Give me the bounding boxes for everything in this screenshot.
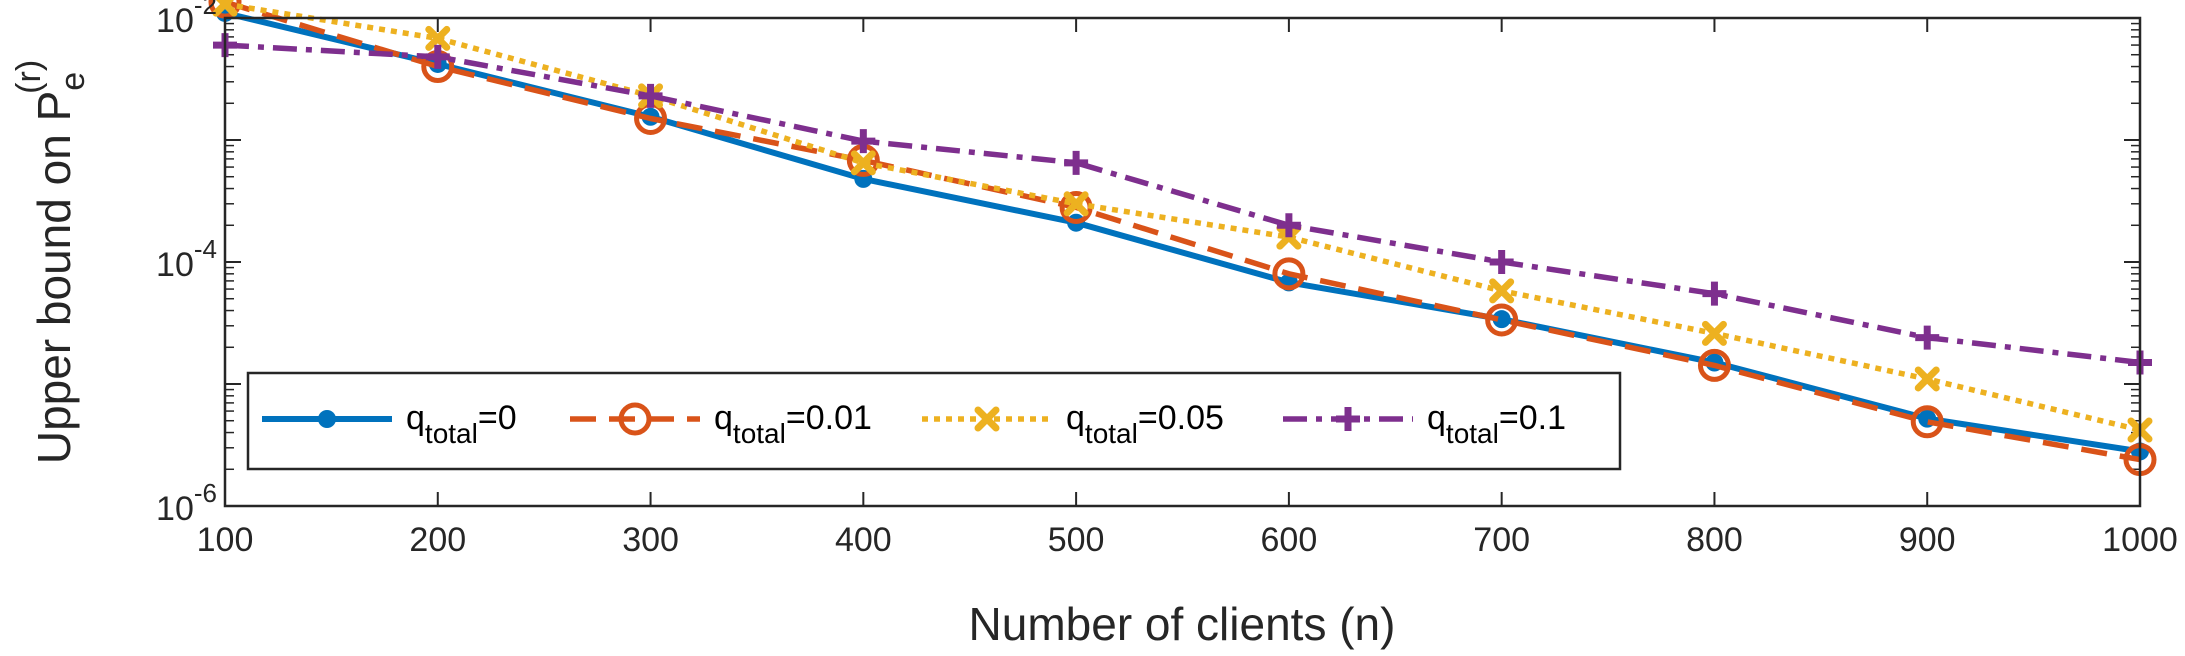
- data-point: [638, 83, 663, 108]
- legend-label: qtotal=0.05: [1066, 399, 1224, 449]
- data-point: [1697, 348, 1731, 382]
- series-line: [224, 1, 2141, 433]
- legend-item-q01: qtotal=0.1: [1283, 399, 1566, 449]
- data-point: [1492, 310, 1511, 329]
- data-point: [1064, 150, 1089, 175]
- data-point: [1910, 405, 1944, 439]
- data-point: [318, 410, 336, 428]
- data-point: [1276, 213, 1301, 238]
- svg-text:Upper bound on Pe(r): Upper bound on Pe (r): [10, 60, 92, 464]
- legend-item-q001: qtotal=0.01: [570, 399, 872, 449]
- data-point: [1489, 250, 1514, 274]
- legend: qtotal=0 qtotal=0.01 qtotal=0.05 qtotal=0.1: [246, 371, 1622, 471]
- legend-item-q0: qtotal=0: [262, 399, 517, 449]
- data-point: [1063, 191, 1089, 217]
- series-line: [224, 42, 2141, 366]
- x-tick-label: 900: [1899, 521, 1956, 559]
- series-lines: [208, 0, 2157, 477]
- series-q001: [208, 0, 2157, 477]
- x-axis-title: Number of clients (n): [969, 598, 1396, 650]
- x-tick-label: 600: [1261, 521, 1318, 559]
- legend-label: qtotal=0.1: [1427, 399, 1566, 449]
- data-point: [618, 402, 652, 436]
- data-point: [850, 150, 876, 176]
- data-point: [425, 44, 450, 69]
- y-axis-title-sub: e: [54, 72, 92, 91]
- x-tick-label: 1000: [2102, 521, 2178, 559]
- data-point: [1701, 320, 1727, 346]
- x-tick-label: 400: [835, 521, 892, 559]
- data-point: [212, 0, 238, 17]
- y-axis-title-sup: (r): [10, 60, 48, 94]
- data-point: [1702, 281, 1727, 306]
- x-tick-label: 200: [409, 521, 466, 559]
- data-point: [1272, 257, 1306, 291]
- y-tick-label: 10-2: [156, 0, 217, 40]
- data-point: [1489, 278, 1515, 304]
- data-point: [1485, 303, 1519, 337]
- data-point: [974, 406, 1000, 432]
- series-line: [224, 0, 2141, 463]
- legend-item-q005: qtotal=0.05: [922, 399, 1224, 449]
- x-tick-label: 800: [1686, 521, 1743, 559]
- data-point: [1914, 366, 1940, 392]
- data-point: [1336, 407, 1360, 431]
- data-point: [208, 0, 242, 19]
- x-tick-label: 300: [622, 521, 679, 559]
- data-point: [425, 25, 451, 51]
- y-tick-label: 10-6: [156, 478, 217, 528]
- y-tick-label: 10-4: [156, 234, 217, 284]
- legend-label: qtotal=0.01: [714, 399, 872, 449]
- legend-label: qtotal=0: [406, 399, 517, 449]
- y-axis-title: Upper bound on Pe (r): [10, 60, 92, 464]
- data-point: [1915, 325, 1940, 350]
- axis-labels: 100 200 300 400 500 600 700 800 900 1000 10-6 10-4 1…: [156, 0, 2178, 559]
- plot-frame: [223, 16, 2142, 508]
- series-q005: [212, 0, 2153, 443]
- y-axis-title-main: Upper bound on P: [28, 91, 80, 464]
- x-tick-label: 100: [197, 521, 254, 559]
- x-tick-label: 500: [1048, 521, 1105, 559]
- data-point: [851, 129, 876, 154]
- x-tick-label: 700: [1473, 521, 1530, 559]
